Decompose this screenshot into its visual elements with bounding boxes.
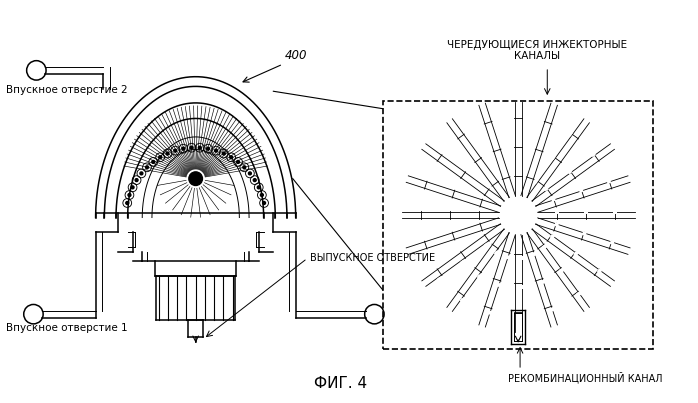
Bar <box>445 198 450 203</box>
Circle shape <box>126 202 128 204</box>
Bar <box>468 161 473 166</box>
Circle shape <box>182 147 185 150</box>
Bar <box>614 210 617 214</box>
Bar <box>487 150 492 155</box>
Bar <box>543 186 549 191</box>
Bar <box>597 268 602 274</box>
Circle shape <box>174 149 177 152</box>
Circle shape <box>190 146 193 149</box>
Circle shape <box>243 166 246 169</box>
Circle shape <box>207 147 209 150</box>
Circle shape <box>131 186 134 189</box>
Bar <box>567 169 572 174</box>
Bar <box>567 131 573 137</box>
Circle shape <box>146 166 149 169</box>
Bar <box>383 101 653 349</box>
Text: Впускное отверстие 1: Впускное отверстие 1 <box>6 323 128 333</box>
Bar <box>550 155 556 160</box>
Bar <box>521 174 526 179</box>
Bar <box>484 243 489 248</box>
Text: ЧЕРЕДУЮЩИЕСЯ ИНЖЕКТОРНЫЕ
КАНАЛЫ: ЧЕРЕДУЮЩИЕСЯ ИНЖЕКТОРНЫЕ КАНАЛЫ <box>447 39 628 61</box>
Bar <box>509 174 513 178</box>
Bar <box>519 256 524 260</box>
Circle shape <box>262 202 265 204</box>
Bar <box>509 145 513 149</box>
Circle shape <box>189 172 202 185</box>
Circle shape <box>223 152 225 155</box>
Bar <box>459 298 465 303</box>
Bar <box>542 244 547 249</box>
Bar <box>497 283 502 288</box>
Circle shape <box>135 179 138 182</box>
Circle shape <box>158 156 162 159</box>
Circle shape <box>128 193 131 197</box>
Text: Впускное отверстие 2: Впускное отверстие 2 <box>6 85 128 96</box>
Bar <box>531 252 536 257</box>
Bar <box>519 314 524 318</box>
Bar <box>478 122 483 127</box>
Bar <box>554 222 559 227</box>
Bar <box>533 178 539 184</box>
Circle shape <box>198 146 201 149</box>
Bar <box>451 137 456 143</box>
Bar <box>493 251 499 256</box>
Circle shape <box>166 152 169 155</box>
Circle shape <box>230 156 232 159</box>
Circle shape <box>253 179 256 182</box>
Bar <box>454 178 459 183</box>
Bar <box>509 116 513 120</box>
Bar <box>430 160 436 166</box>
Circle shape <box>260 193 263 197</box>
Bar <box>415 220 419 224</box>
Bar <box>591 152 596 157</box>
Bar <box>519 285 524 289</box>
Bar <box>477 274 482 279</box>
Circle shape <box>248 172 251 175</box>
Circle shape <box>140 172 143 175</box>
Bar <box>576 291 581 297</box>
Bar <box>496 177 501 182</box>
Bar <box>506 255 511 260</box>
Circle shape <box>237 160 239 163</box>
Bar <box>607 179 611 184</box>
Bar <box>609 240 614 245</box>
Bar <box>551 197 556 202</box>
Circle shape <box>151 160 155 163</box>
Text: РЕКОМБИНАЦИОННЫЙ КАНАЛ: РЕКОМБИНАЦИОННЫЙ КАНАЛ <box>508 372 663 384</box>
Bar <box>549 234 555 239</box>
Bar <box>579 188 584 193</box>
Bar <box>540 279 545 285</box>
Bar <box>460 260 466 265</box>
Text: ФИГ. 4: ФИГ. 4 <box>314 376 367 391</box>
Circle shape <box>214 149 218 152</box>
Bar <box>559 268 565 273</box>
Bar <box>555 210 559 214</box>
Bar <box>549 307 554 312</box>
Bar <box>421 250 426 255</box>
Text: ВЫПУСКНОЕ ОТВЕРСТИЕ: ВЫПУСКНОЕ ОТВЕРСТИЕ <box>311 253 436 263</box>
Bar <box>436 277 442 283</box>
Bar <box>473 207 478 212</box>
Bar <box>573 251 579 257</box>
Bar <box>485 185 491 190</box>
Bar <box>477 195 483 200</box>
Bar <box>449 241 454 246</box>
Bar <box>473 220 477 224</box>
Bar <box>488 310 493 316</box>
Bar <box>530 146 535 151</box>
Text: 400: 400 <box>285 49 308 62</box>
Bar <box>582 231 587 236</box>
Circle shape <box>258 186 260 189</box>
Bar <box>477 232 482 237</box>
Bar <box>540 119 544 124</box>
Bar <box>445 220 448 224</box>
Bar <box>584 210 588 214</box>
Bar <box>418 189 423 194</box>
